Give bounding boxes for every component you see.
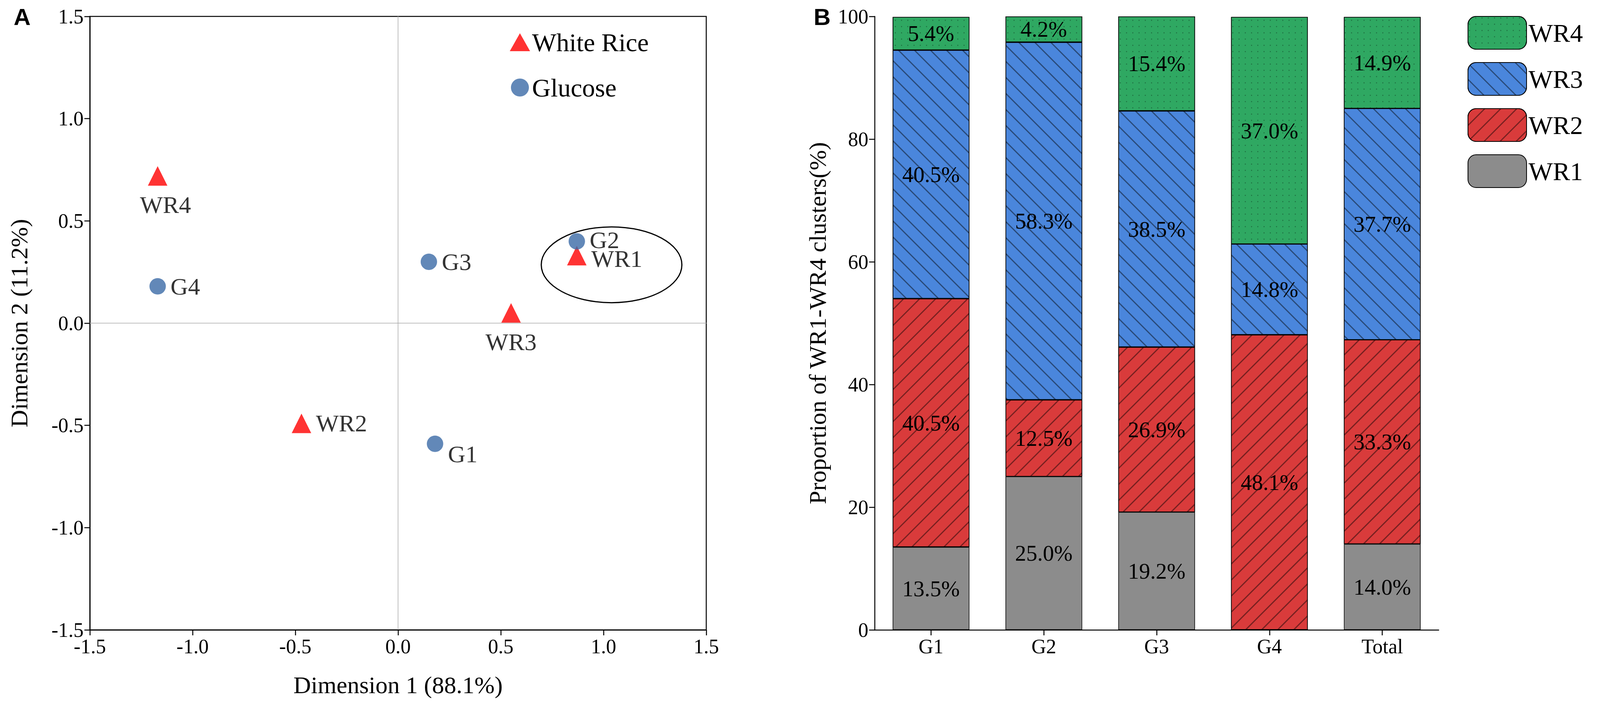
svg-text:-1.0: -1.0 <box>51 516 84 539</box>
svg-text:12.5%: 12.5% <box>1015 425 1073 451</box>
svg-text:0.5: 0.5 <box>58 209 84 233</box>
svg-text:80: 80 <box>848 128 869 151</box>
svg-text:WR2: WR2 <box>1528 110 1583 140</box>
svg-text:100: 100 <box>837 5 869 28</box>
svg-text:-1.5: -1.5 <box>73 635 106 658</box>
svg-text:WR3: WR3 <box>1528 64 1583 94</box>
svg-text:0: 0 <box>858 618 869 642</box>
svg-text:G1: G1 <box>448 440 478 468</box>
svg-text:G3: G3 <box>1144 635 1170 658</box>
svg-text:40.5%: 40.5% <box>902 162 960 187</box>
svg-text:20: 20 <box>848 496 869 519</box>
svg-text:58.3%: 58.3% <box>1015 208 1073 234</box>
svg-text:19.2%: 19.2% <box>1127 558 1186 584</box>
svg-text:WR3: WR3 <box>485 328 537 356</box>
svg-text:14.9%: 14.9% <box>1353 50 1411 75</box>
svg-text:G1: G1 <box>918 635 944 658</box>
svg-text:37.0%: 37.0% <box>1240 118 1299 143</box>
svg-text:-0.5: -0.5 <box>51 414 84 437</box>
svg-text:G2: G2 <box>589 226 620 254</box>
svg-text:Glucose: Glucose <box>532 73 617 102</box>
svg-text:-1.0: -1.0 <box>176 635 209 658</box>
svg-text:25.0%: 25.0% <box>1015 540 1073 566</box>
svg-text:G4: G4 <box>1257 635 1283 658</box>
svg-text:48.1%: 48.1% <box>1240 469 1299 495</box>
svg-text:1.5: 1.5 <box>693 635 720 658</box>
svg-text:G2: G2 <box>1031 635 1057 658</box>
svg-text:WR1: WR1 <box>591 245 643 272</box>
svg-text:0.0: 0.0 <box>58 312 84 335</box>
svg-text:4.2%: 4.2% <box>1020 16 1068 42</box>
svg-text:-1.5: -1.5 <box>51 618 84 641</box>
svg-text:WR2: WR2 <box>316 409 368 437</box>
svg-text:WR1: WR1 <box>1528 157 1583 186</box>
svg-text:A: A <box>13 3 31 31</box>
svg-text:-0.5: -0.5 <box>279 635 312 658</box>
svg-text:37.7%: 37.7% <box>1353 211 1411 237</box>
svg-text:38.5%: 38.5% <box>1127 216 1186 242</box>
svg-text:5.4%: 5.4% <box>907 21 955 46</box>
svg-text:0.5: 0.5 <box>488 635 514 658</box>
svg-text:60: 60 <box>848 250 869 274</box>
svg-text:33.3%: 33.3% <box>1353 429 1411 454</box>
svg-text:14.0%: 14.0% <box>1353 574 1411 600</box>
svg-text:WR4: WR4 <box>1528 18 1583 48</box>
svg-text:Total: Total <box>1361 635 1404 658</box>
svg-text:Dimension 1 (88.1%): Dimension 1 (88.1%) <box>293 671 503 699</box>
svg-text:Dimension 2 (11.2%): Dimension 2 (11.2%) <box>5 218 33 427</box>
svg-text:WR4: WR4 <box>139 191 192 218</box>
svg-text:40.5%: 40.5% <box>902 410 960 436</box>
svg-text:26.9%: 26.9% <box>1127 417 1186 442</box>
svg-text:0.0: 0.0 <box>385 635 411 658</box>
svg-text:1.0: 1.0 <box>58 107 84 130</box>
svg-text:White Rice: White Rice <box>532 28 649 57</box>
svg-text:13.5%: 13.5% <box>902 576 960 601</box>
svg-text:B: B <box>813 3 831 31</box>
svg-text:1.5: 1.5 <box>58 5 84 28</box>
svg-text:40: 40 <box>848 373 869 396</box>
svg-text:1.0: 1.0 <box>591 635 617 658</box>
svg-text:15.4%: 15.4% <box>1127 51 1186 76</box>
svg-text:14.8%: 14.8% <box>1240 276 1299 302</box>
svg-text:G4: G4 <box>170 273 201 300</box>
svg-text:G3: G3 <box>441 248 472 275</box>
svg-text:Proportion of WR1-WR4 clusters: Proportion of WR1-WR4 clusters(%) <box>804 142 832 505</box>
